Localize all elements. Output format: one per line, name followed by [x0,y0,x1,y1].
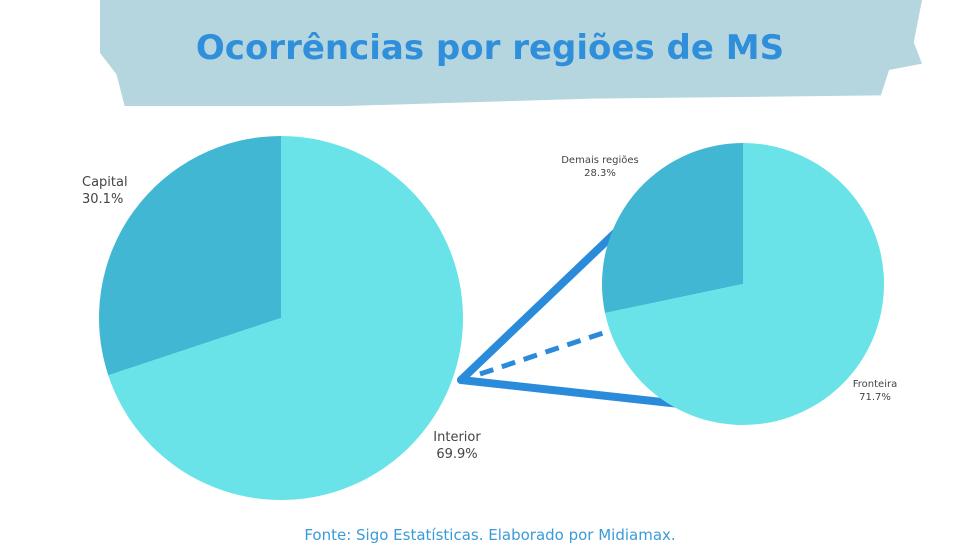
label-demais-name: Demais regiões [561,155,639,166]
label-interior: Interior 69.9% [425,430,489,464]
source-note: Fonte: Sigo Estatísticas. Elaborado por … [304,526,676,544]
label-fronteira: Fronteira 71.7% [845,378,905,404]
label-fronteira-value: 71.7% [859,392,891,403]
pie-slice-demais-regi-es [602,143,743,314]
pie-slice-interior [108,136,463,500]
connector-lines [457,229,684,408]
pie-interior-breakdown [602,143,884,425]
chart-title: Ocorrências por regiões de MS [195,28,785,68]
pie-slice-capital [98,136,281,376]
pie-main [98,136,463,500]
title-background-tape [100,0,922,106]
label-interior-value: 69.9% [436,446,478,462]
label-demais-value: 28.3% [584,168,616,179]
pie-slice-fronteira [605,143,884,425]
label-capital-value: 30.1% [82,191,124,207]
connector-bottom-line [457,376,684,408]
label-capital: Capital 30.1% [82,175,128,209]
label-demais: Demais regiões 28.3% [550,154,650,180]
label-fronteira-name: Fronteira [852,379,898,390]
label-capital-name: Capital [82,175,128,190]
connector-dashed-line [479,327,613,377]
label-interior-name: Interior [433,430,481,445]
connector-top-line [457,229,619,384]
